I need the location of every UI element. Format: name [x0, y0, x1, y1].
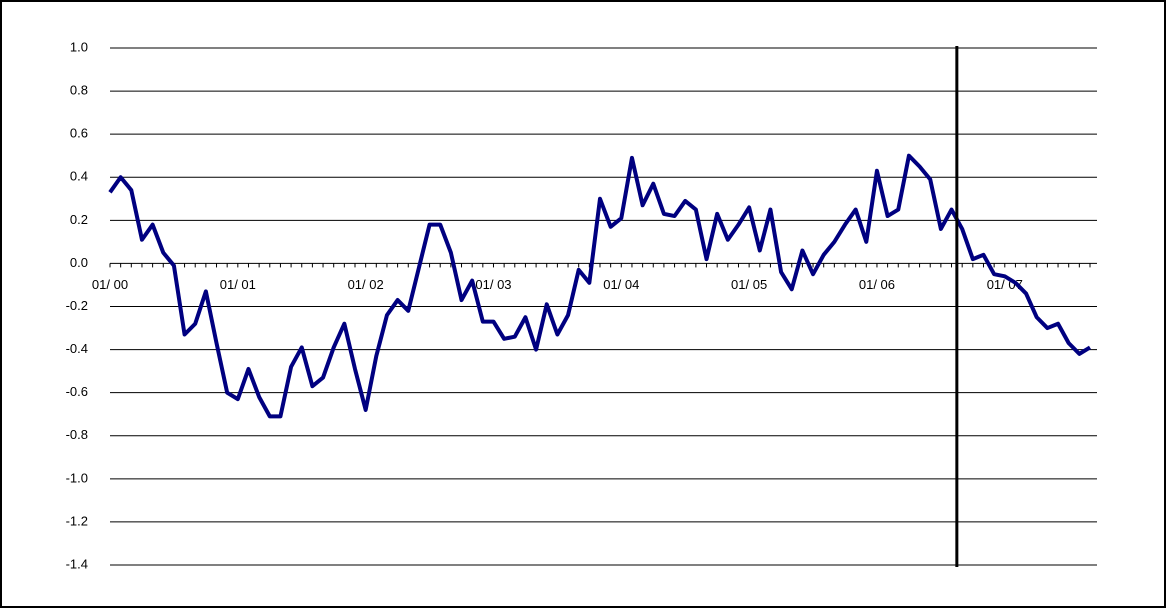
y-tick-label: -0.2	[66, 298, 88, 313]
y-tick-label: 0.4	[70, 169, 88, 184]
y-tick-label: -1.2	[66, 513, 88, 528]
x-tick-label: 01/ 03	[475, 277, 511, 292]
y-tick-label: 0.0	[70, 255, 88, 270]
y-tick-label: 0.2	[70, 212, 88, 227]
y-tick-label: -0.6	[66, 384, 88, 399]
y-tick-label: -0.4	[66, 341, 88, 356]
x-tick-label: 01/ 04	[603, 277, 639, 292]
x-tick-label: 01/ 01	[220, 277, 256, 292]
data-line	[108, 153, 1092, 419]
y-tick-label: 0.6	[70, 126, 88, 141]
y-tick-label: -0.8	[66, 427, 88, 442]
x-tick-label: 01/ 02	[348, 277, 384, 292]
y-tick-label: -1.0	[66, 470, 88, 485]
x-tick-label: 01/ 00	[92, 277, 128, 292]
y-tick-label: 0.8	[70, 83, 88, 98]
x-tick-label: 01/ 05	[731, 277, 767, 292]
y-tick-label: 1.0	[70, 39, 88, 54]
y-tick-label: -1.4	[66, 556, 88, 571]
x-tick-label: 01/ 06	[859, 277, 895, 292]
